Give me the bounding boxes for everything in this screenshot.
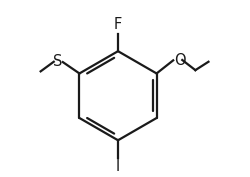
Text: I: I	[116, 159, 120, 174]
Text: F: F	[114, 17, 122, 32]
Text: O: O	[174, 53, 186, 67]
Text: S: S	[52, 54, 62, 69]
